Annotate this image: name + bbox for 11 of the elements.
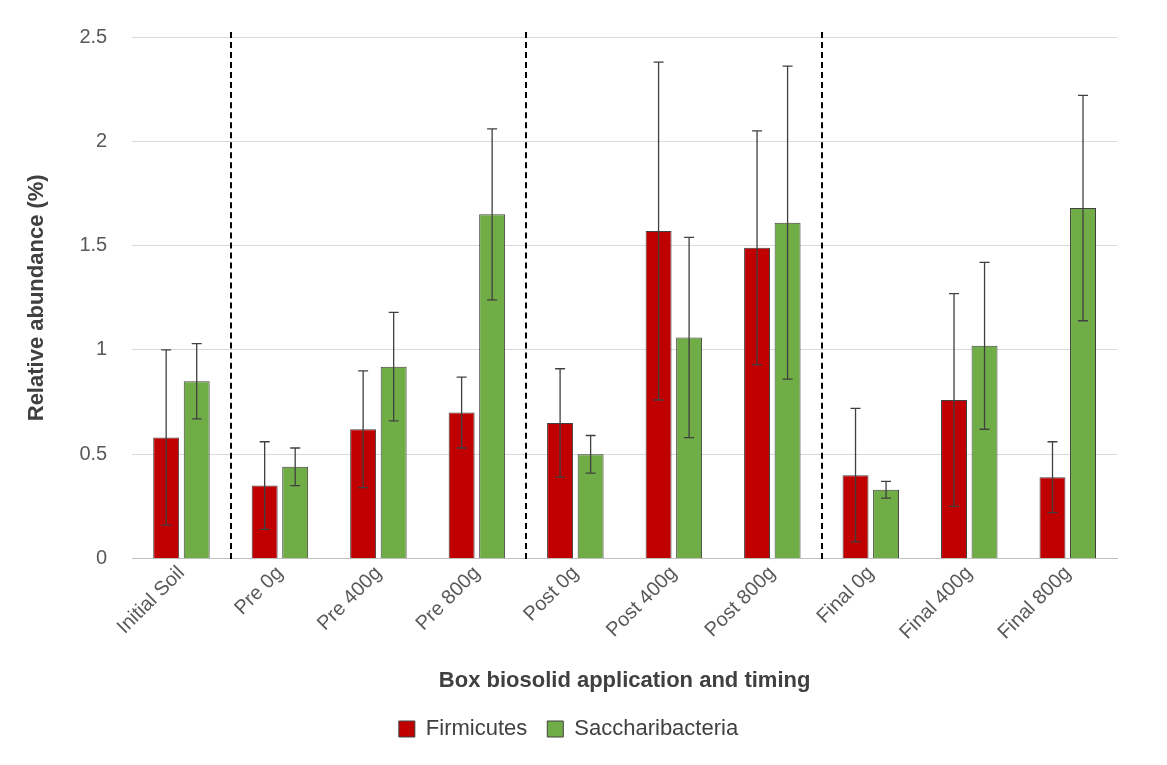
legend-label: Saccharibacteria (574, 715, 739, 741)
x-axis-title: Box biosolid application and timing (438, 666, 811, 692)
y-tick-label: 2 (96, 128, 108, 151)
y-tick-label: 1.5 (79, 233, 108, 256)
y-tick-label: 2.5 (79, 24, 108, 47)
y-tick-label: 0 (96, 546, 108, 569)
y-axis-title: Relative abundance (%) (23, 174, 49, 422)
legend-label: Firmicutes (425, 715, 528, 741)
y-tick-label: 1 (96, 337, 108, 360)
y-tick-label: 0.5 (79, 441, 108, 464)
x-tick-label: Pre 0g (229, 561, 287, 619)
